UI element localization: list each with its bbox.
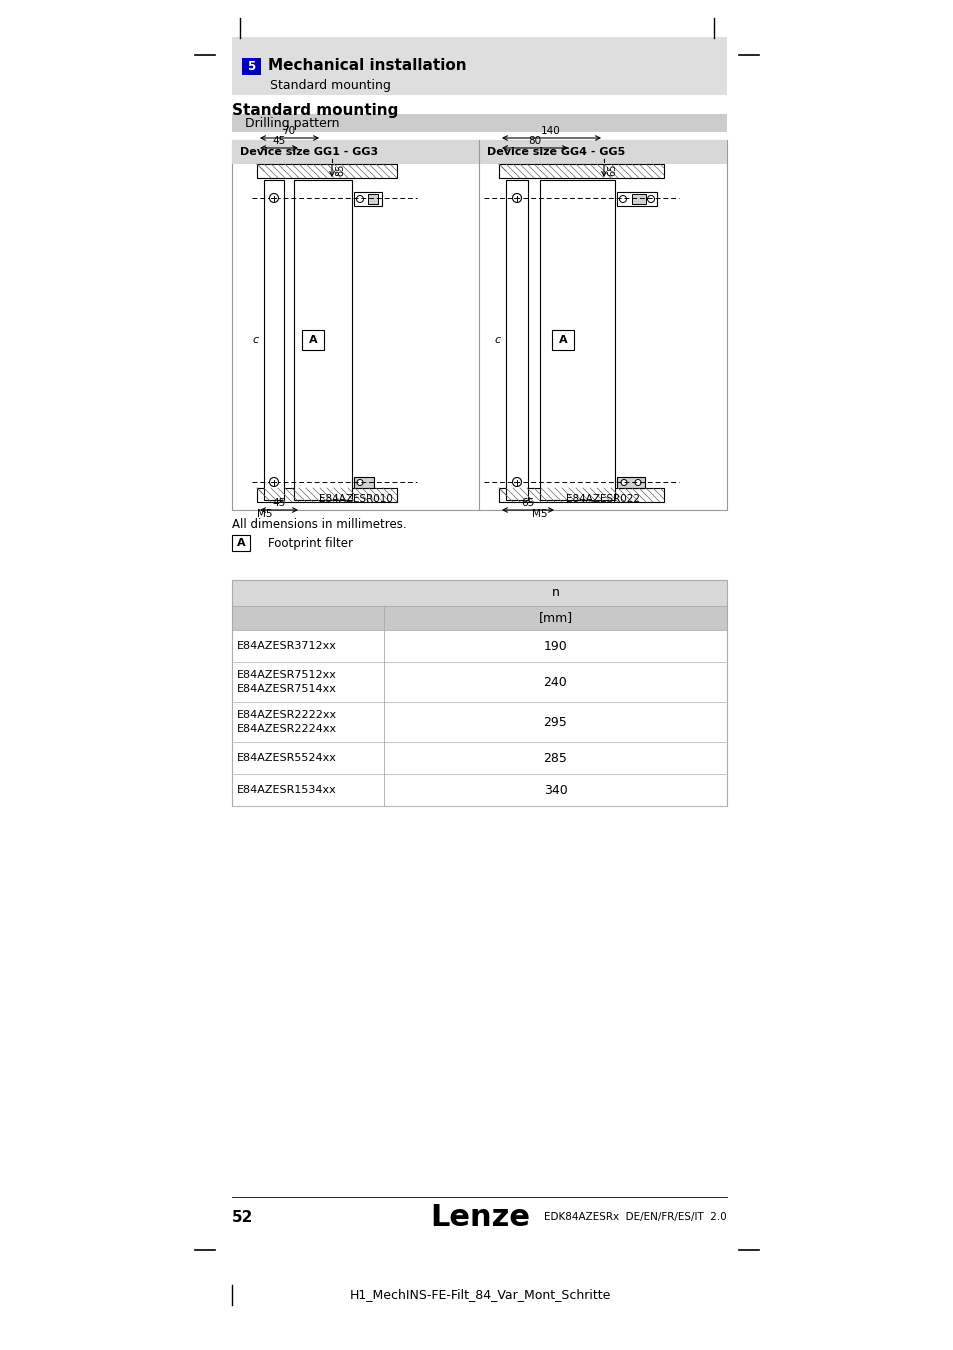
Text: 65: 65 (606, 163, 617, 177)
Bar (232, 606, 726, 630)
Bar (354, 192, 381, 207)
Bar (232, 580, 726, 606)
Text: 295: 295 (543, 716, 567, 729)
Bar (232, 535, 250, 551)
Bar (368, 194, 377, 204)
Text: M5: M5 (532, 509, 547, 518)
Circle shape (512, 478, 521, 486)
Bar (498, 163, 663, 178)
Circle shape (647, 196, 654, 202)
Bar (617, 477, 644, 487)
Text: A: A (558, 335, 567, 346)
Text: 5: 5 (247, 59, 255, 73)
Bar (242, 58, 261, 76)
Bar (232, 662, 726, 702)
Text: [mm]: [mm] (537, 612, 572, 625)
Text: c: c (495, 335, 500, 346)
Text: 85: 85 (335, 163, 345, 177)
Bar (631, 194, 645, 204)
Bar (539, 180, 615, 500)
Text: 285: 285 (543, 752, 567, 764)
Bar (232, 702, 726, 742)
Bar (617, 192, 657, 207)
Text: E84AZESR5524xx: E84AZESR5524xx (236, 753, 336, 763)
Bar (232, 743, 726, 774)
Text: E84AZESR010: E84AZESR010 (318, 494, 392, 504)
Text: Mechanical installation: Mechanical installation (268, 58, 466, 73)
Text: E84AZESR2222xx
E84AZESR2224xx: E84AZESR2222xx E84AZESR2224xx (236, 710, 336, 734)
Text: M5: M5 (256, 509, 273, 518)
Text: n: n (551, 586, 558, 599)
Bar (232, 140, 478, 163)
Text: A: A (236, 539, 245, 548)
Circle shape (620, 479, 626, 486)
Text: All dimensions in millimetres.: All dimensions in millimetres. (232, 517, 406, 531)
Bar (505, 180, 527, 500)
Text: 80: 80 (528, 136, 541, 146)
Bar (256, 487, 396, 502)
Text: Standard mounting: Standard mounting (232, 103, 398, 117)
Circle shape (618, 196, 626, 202)
Text: EDK84AZESRx  DE/EN/FR/ES/IT  2.0: EDK84AZESRx DE/EN/FR/ES/IT 2.0 (543, 1212, 726, 1222)
Text: E84AZESR3712xx: E84AZESR3712xx (236, 641, 336, 651)
Text: Device size GG1 - GG3: Device size GG1 - GG3 (240, 147, 377, 157)
Bar (232, 774, 726, 806)
Bar (354, 477, 374, 487)
Text: Device size GG4 - GG5: Device size GG4 - GG5 (486, 147, 624, 157)
Circle shape (269, 193, 278, 202)
Circle shape (512, 193, 521, 202)
Text: 140: 140 (540, 126, 560, 136)
Bar (264, 180, 284, 500)
Text: c: c (253, 335, 259, 346)
Text: E84AZESR7512xx
E84AZESR7514xx: E84AZESR7512xx E84AZESR7514xx (236, 670, 336, 694)
Circle shape (635, 479, 640, 486)
Circle shape (356, 479, 363, 486)
Bar (478, 140, 726, 163)
Bar (232, 140, 726, 510)
Bar (294, 180, 352, 500)
Text: 190: 190 (543, 640, 567, 652)
Bar (232, 113, 726, 132)
Bar (302, 329, 324, 350)
Text: 45: 45 (273, 136, 285, 146)
Text: 45: 45 (273, 498, 285, 508)
Text: 340: 340 (543, 783, 567, 796)
Text: Lenze: Lenze (430, 1203, 530, 1231)
Text: A: A (309, 335, 317, 346)
Text: Standard mounting: Standard mounting (270, 78, 391, 92)
Bar (552, 329, 574, 350)
Bar (232, 36, 726, 95)
Text: 65: 65 (521, 498, 534, 508)
Text: 70: 70 (282, 126, 295, 136)
Bar (232, 630, 726, 662)
Text: 52: 52 (232, 1210, 253, 1224)
Circle shape (269, 478, 278, 486)
Bar (232, 580, 726, 806)
Bar (498, 487, 663, 502)
Text: E84AZESR1534xx: E84AZESR1534xx (236, 784, 336, 795)
Bar (256, 163, 396, 178)
Circle shape (356, 196, 363, 202)
Text: 240: 240 (543, 675, 567, 688)
Text: Drilling pattern: Drilling pattern (245, 116, 339, 130)
Text: E84AZESR022: E84AZESR022 (565, 494, 639, 504)
Text: H1_MechINS-FE-Filt_84_Var_Mont_Schritte: H1_MechINS-FE-Filt_84_Var_Mont_Schritte (349, 1288, 610, 1301)
Text: Footprint filter: Footprint filter (268, 536, 353, 549)
